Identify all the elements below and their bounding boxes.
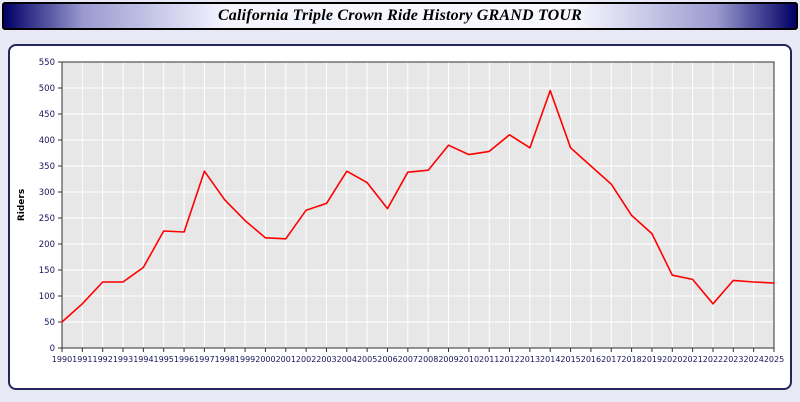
x-tick-label: 2015 [560,355,580,364]
y-tick-label: 400 [39,136,55,146]
y-tick-label: 300 [39,188,55,198]
x-tick-label: 2010 [459,355,479,364]
plot-area [62,62,774,348]
x-tick-label: 1999 [235,355,255,364]
x-tick-label: 1992 [93,355,113,364]
x-tick-label: 2007 [398,355,418,364]
y-tick-label: 150 [39,266,55,276]
page-title-bar: California Triple Crown Ride History GRA… [2,2,798,30]
x-tick-label: 2020 [662,355,682,364]
x-tick-label: 1994 [133,355,153,364]
x-tick-label: 2006 [377,355,397,364]
chart-panel: 1990 1991 1992 1993 1994 1995 1996 1997 1998 1999… [8,44,792,390]
x-tick-label: 1996 [174,355,194,364]
page-title: California Triple Crown Ride History GRA… [217,7,583,24]
x-tick-label: 1995 [154,355,174,364]
y-tick-label: 500 [39,84,55,94]
x-tick-label: 2022 [703,355,723,364]
x-tick-label: 1990 [52,355,72,364]
y-tick-label: 50 [44,318,55,328]
x-tick-label: 2019 [642,355,662,364]
plot-border [61,61,775,349]
x-tick-label: 2008 [418,355,438,364]
x-tick-label: 2009 [438,355,458,364]
x-tick-label: 2003 [316,355,336,364]
x-tick-label: 2014 [540,355,560,364]
x-tick-label: 1993 [113,355,133,364]
y-tick-label: 450 [39,110,55,120]
y-tick-label: 550 [39,58,55,68]
x-tick-label: 2018 [621,355,641,364]
x-tick-label: 2013 [520,355,540,364]
x-tick-label: 2000 [255,355,275,364]
x-tick-label: 1998 [215,355,235,364]
x-tick-label: 2005 [357,355,377,364]
y-tick-label: 250 [39,214,55,224]
y-tick-label: 100 [39,292,55,302]
y-tick-label: 200 [39,240,55,250]
y-tick-label: 0 [50,344,55,354]
y-axis-title: Riders [17,189,27,221]
series-line-riders [61,89,775,323]
x-tick-label: 2001 [276,355,296,364]
x-tick-label: 2012 [499,355,519,364]
x-tick-label: 2016 [581,355,601,364]
x-tick-label: 2004 [337,355,357,364]
x-tick-label: 2023 [723,355,743,364]
y-tick-label: 350 [39,162,55,172]
x-tick-label: 2002 [296,355,316,364]
x-tick-label: 1991 [72,355,92,364]
riders-line-chart: 1990 1991 1992 1993 1994 1995 1996 1997 1998 1999… [17,58,784,364]
x-tick-label: 2025 [764,355,784,364]
x-tick-label: 2011 [479,355,499,364]
x-tick-label: 2021 [682,355,702,364]
x-tick-label: 2024 [743,355,763,364]
x-tick-label: 2017 [601,355,621,364]
x-tick-label: 1997 [194,355,214,364]
